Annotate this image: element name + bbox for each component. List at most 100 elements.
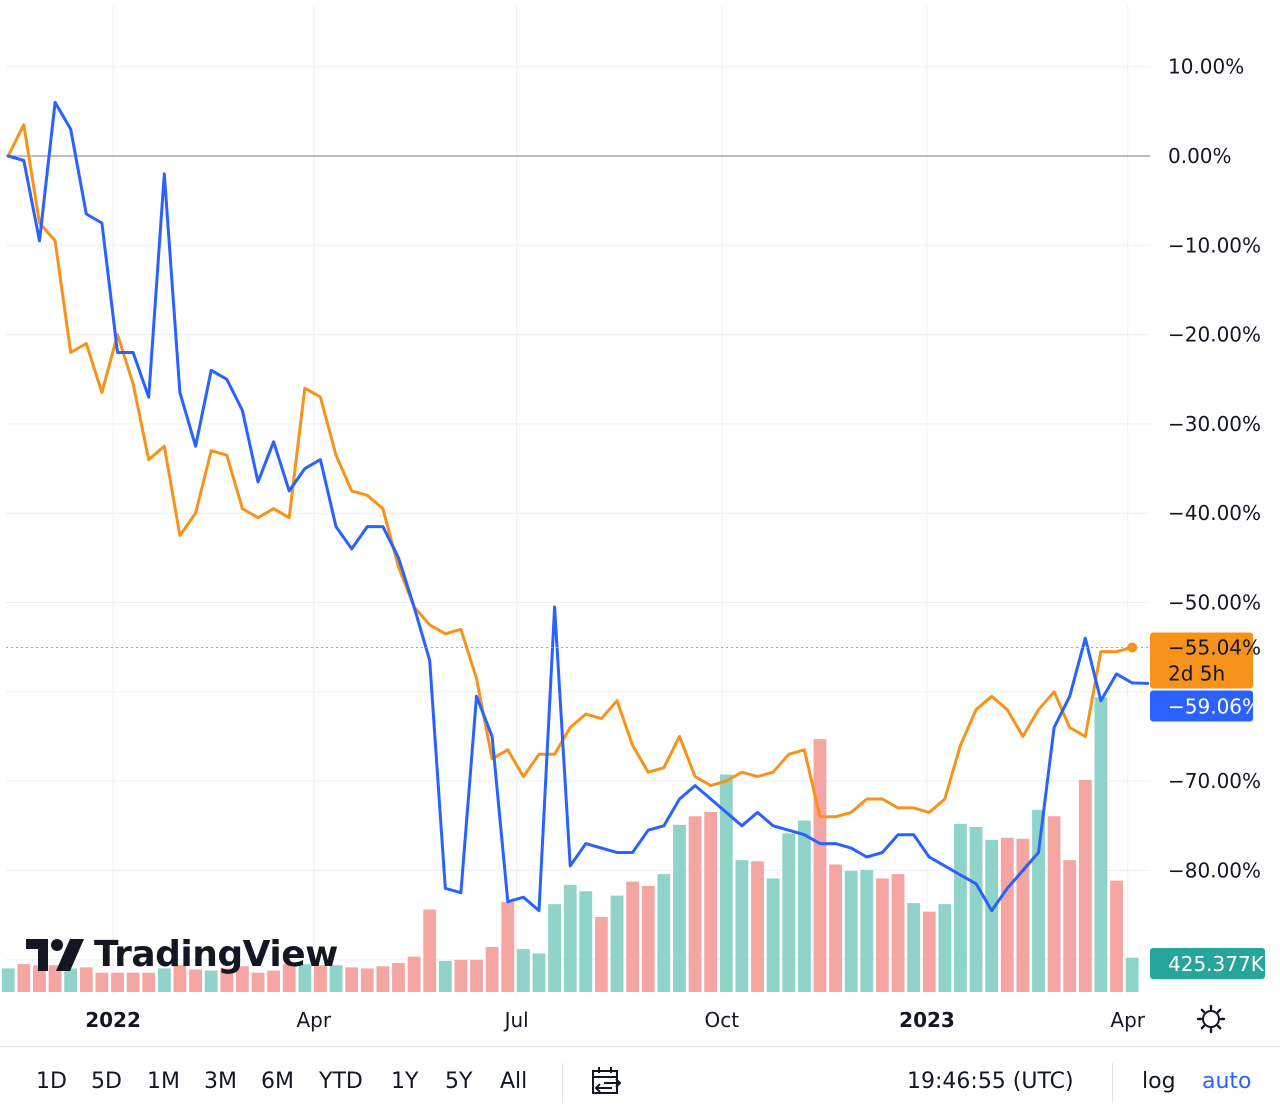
volume-bar: [1094, 697, 1108, 992]
auto-scale-toggle[interactable]: auto: [1202, 1069, 1252, 1094]
volume-bar: [516, 949, 530, 992]
x-tick-label: Apr: [1110, 1008, 1145, 1032]
orange-countdown: 2d 5h: [1168, 662, 1225, 686]
volume-bar: [938, 904, 952, 992]
y-tick-label: −10.00%: [1168, 233, 1261, 257]
volume-bar: [376, 966, 390, 992]
volume-bar: [33, 965, 46, 992]
range-button-all[interactable]: All: [500, 1069, 528, 1094]
volume-bar: [485, 947, 499, 992]
volume-bar: [329, 965, 343, 992]
volume-bar: [969, 827, 983, 992]
range-button-ytd[interactable]: YTD: [319, 1069, 363, 1094]
y-tick-label: −40.00%: [1168, 501, 1261, 525]
range-button-6m[interactable]: 6M: [261, 1069, 294, 1094]
y-tick-label: −20.00%: [1168, 323, 1261, 347]
range-button-3m[interactable]: 3M: [204, 1069, 237, 1094]
volume-bar: [985, 839, 999, 992]
blue-price-badge: [1150, 690, 1253, 722]
range-button-5y[interactable]: 5Y: [445, 1069, 473, 1094]
volume-bar: [860, 869, 874, 992]
volume-bar: [1000, 837, 1014, 992]
volume-bar: [1032, 809, 1045, 992]
volume-bar: [532, 953, 546, 992]
log-scale-toggle[interactable]: log: [1142, 1069, 1176, 1094]
volume-bar: [891, 874, 905, 992]
x-axis[interactable]: 2022 Apr Jul Oct 2023 Apr: [85, 1008, 1146, 1032]
volume-bar: [595, 917, 608, 992]
y-tick-label: 0.00%: [1168, 144, 1232, 168]
volume-bar: [314, 965, 327, 992]
volume-bar: [360, 968, 374, 992]
blue-series-line: [6, 100, 1150, 913]
volume-bar: [298, 964, 312, 992]
volume-value: 425.377K: [1168, 952, 1265, 976]
volume-bar: [64, 968, 78, 992]
bottom-toolbar: 1D 5D 1M 3M 6M YTD 1Y 5Y All 19:46:55 (U…: [0, 1046, 1280, 1118]
volume-bar: [79, 967, 93, 992]
volume-bar: [392, 963, 405, 992]
y-tick-label: −80.00%: [1168, 858, 1261, 882]
volume-bar: [829, 864, 842, 992]
volume-bar: [1047, 816, 1061, 992]
date-range-calendar-icon[interactable]: [590, 1066, 624, 1109]
tradingview-logo-icon: [26, 938, 84, 971]
volume-bar: [126, 972, 140, 992]
volume-bar: [111, 972, 124, 992]
orange-series-line: [6, 123, 1134, 819]
volume-bar: [1016, 838, 1030, 992]
settings-gear-icon[interactable]: [1196, 1004, 1226, 1034]
x-tick-label: 2022: [85, 1008, 141, 1032]
y-tick-label: −50.00%: [1168, 591, 1261, 615]
volume-bar: [719, 774, 733, 992]
range-button-1m[interactable]: 1M: [147, 1069, 180, 1094]
volume-bar: [204, 970, 218, 992]
volume-bar: [1063, 860, 1077, 992]
volume-bar: [1110, 880, 1123, 992]
volume-bar: [220, 968, 234, 992]
toolbar-separator: [1112, 1063, 1113, 1103]
volume-bar: [1125, 957, 1139, 992]
volume-bars: [1, 697, 1139, 992]
volume-bar: [267, 970, 281, 992]
range-button-1d[interactable]: 1D: [36, 1069, 67, 1094]
y-axis[interactable]: 10.00% 0.00% −10.00% −20.00% −30.00% −40.00% −…: [1168, 55, 1261, 883]
volume-bar: [251, 972, 265, 992]
volume-bar: [189, 969, 202, 992]
volume-badge: [1150, 948, 1265, 979]
volume-bar: [610, 895, 624, 992]
volume-bar: [470, 959, 483, 992]
volume-bar: [813, 739, 827, 992]
volume-bar: [751, 861, 764, 992]
y-tick-label: −70.00%: [1168, 769, 1261, 793]
volume-bar: [501, 902, 515, 992]
toolbar-separator: [562, 1063, 563, 1103]
volume-bar: [922, 911, 936, 992]
volume-bar: [17, 964, 31, 992]
orange-last-point: [1127, 642, 1138, 653]
volume-bar: [579, 891, 593, 992]
price-chart[interactable]: 10.00% 0.00% −10.00% −20.00% −30.00% −40.00% −…: [0, 0, 1280, 1045]
range-button-5d[interactable]: 5D: [91, 1069, 122, 1094]
x-tick-label: Oct: [705, 1008, 740, 1032]
volume-bar: [673, 824, 686, 992]
volume-bar: [766, 878, 780, 992]
volume-bar: [173, 965, 187, 992]
volume-bar: [704, 812, 718, 992]
price-badges: −55.04%2d 5h −59.06% 425.377K: [1150, 632, 1265, 979]
orange-price-badge: [1150, 632, 1253, 689]
volume-bar: [657, 874, 671, 992]
volume-bar: [95, 972, 109, 992]
volume-bar: [282, 964, 296, 992]
volume-bar: [1, 968, 15, 992]
volume-bar: [454, 959, 468, 992]
utc-clock[interactable]: 19:46:55 (UTC): [907, 1069, 1074, 1094]
volume-bar: [1078, 779, 1092, 992]
tradingview-watermark[interactable]: TradingView: [26, 934, 338, 975]
x-tick-label: Jul: [503, 1008, 529, 1032]
volume-bar: [844, 870, 858, 992]
range-button-1y[interactable]: 1Y: [391, 1069, 419, 1094]
volume-bar: [438, 960, 452, 992]
x-tick-label: 2023: [899, 1008, 955, 1032]
